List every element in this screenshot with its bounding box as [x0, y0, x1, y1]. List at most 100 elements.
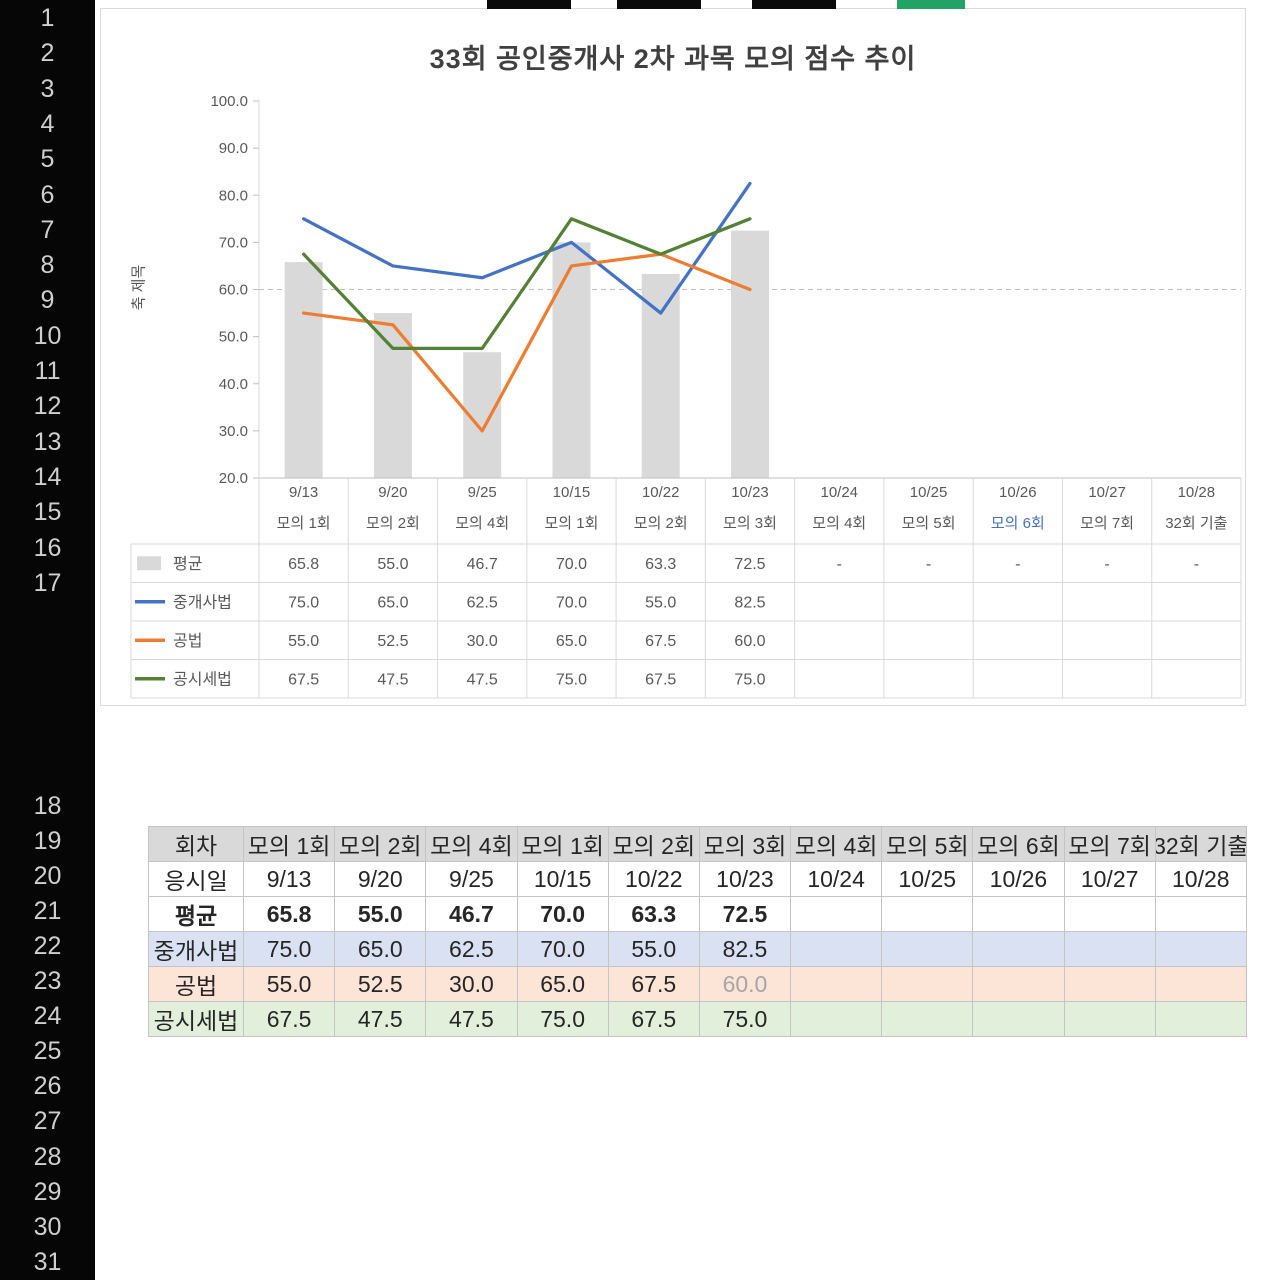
table-cell[interactable]: 평균	[149, 897, 244, 932]
row-number-cell[interactable]: 30	[33, 1212, 62, 1241]
table-cell[interactable]: 중개사법	[149, 932, 244, 967]
table-cell[interactable]: 47.5	[335, 1002, 427, 1037]
row-number-cell[interactable]: 18	[33, 791, 62, 820]
table-cell[interactable]	[1064, 1002, 1156, 1037]
table-cell[interactable]: 10/28	[1155, 862, 1247, 897]
row-number-cell[interactable]: 29	[33, 1177, 62, 1206]
table-cell[interactable]	[791, 967, 883, 1002]
table-cell[interactable]	[973, 897, 1065, 932]
table-cell[interactable]: 47.5	[426, 1002, 518, 1037]
table-cell[interactable]: 65.0	[335, 932, 427, 967]
row-number-cell[interactable]: 20	[33, 861, 62, 890]
table-cell[interactable]: 모의 4회	[791, 827, 883, 862]
row-number-cell[interactable]: 28	[33, 1142, 62, 1171]
table-cell[interactable]: 10/24	[791, 862, 883, 897]
table-cell[interactable]: 63.3	[608, 897, 700, 932]
table-cell[interactable]: 모의 2회	[335, 827, 427, 862]
table-cell[interactable]	[882, 932, 974, 967]
row-number-cell[interactable]: 19	[33, 826, 62, 855]
row-number-cell[interactable]: 14	[33, 462, 62, 491]
row-number-cell[interactable]: 25	[33, 1037, 62, 1066]
table-cell[interactable]: 55.0	[608, 932, 700, 967]
row-number-cell[interactable]: 3	[40, 74, 55, 103]
row-number-cell[interactable]: 2	[40, 39, 55, 68]
row-number-cell[interactable]: 10	[33, 321, 62, 350]
table-cell[interactable]: 공시세법	[149, 1002, 244, 1037]
table-cell[interactable]	[1155, 1002, 1247, 1037]
table-cell[interactable]	[882, 1002, 974, 1037]
table-cell[interactable]: 67.5	[608, 1002, 700, 1037]
table-cell[interactable]	[1064, 897, 1156, 932]
row-number-cell[interactable]: 1	[40, 4, 55, 32]
row-number-cell[interactable]: 4	[40, 109, 55, 138]
row-number-cell[interactable]: 24	[33, 1002, 62, 1031]
table-cell[interactable]: 10/25	[882, 862, 974, 897]
row-number-cell[interactable]: 16	[33, 533, 62, 562]
table-cell[interactable]: 75.0	[244, 932, 336, 967]
table-cell[interactable]: 10/26	[973, 862, 1065, 897]
table-cell[interactable]	[1064, 932, 1156, 967]
table-cell[interactable]: 9/25	[426, 862, 518, 897]
table-cell[interactable]: 10/22	[608, 862, 700, 897]
row-number-cell[interactable]: 5	[40, 145, 55, 174]
table-cell[interactable]: 모의 6회	[973, 827, 1065, 862]
table-cell[interactable]: 75.0	[517, 1002, 609, 1037]
row-number-cell[interactable]: 23	[33, 967, 62, 995]
table-cell[interactable]: 67.5	[244, 1002, 336, 1037]
table-cell[interactable]: 응시일	[149, 862, 244, 897]
table-cell[interactable]: 55.0	[244, 967, 336, 1002]
row-number-cell[interactable]: 17	[33, 568, 62, 597]
table-cell[interactable]	[791, 897, 883, 932]
table-cell[interactable]: 9/13	[244, 862, 336, 897]
table-cell[interactable]	[1155, 967, 1247, 1002]
table-cell[interactable]: 65.8	[244, 897, 336, 932]
table-cell[interactable]: 회차	[149, 827, 244, 862]
table-cell[interactable]: 모의 3회	[699, 827, 792, 862]
table-cell[interactable]: 60.0	[699, 967, 792, 1002]
table-cell[interactable]	[791, 1002, 883, 1037]
table-cell[interactable]: 모의 5회	[882, 827, 974, 862]
row-number-cell[interactable]: 11	[34, 357, 61, 385]
table-cell[interactable]: 82.5	[699, 932, 792, 967]
row-number-cell[interactable]: 9	[40, 286, 55, 315]
row-number-cell[interactable]: 8	[40, 251, 55, 280]
table-cell[interactable]: 70.0	[517, 897, 609, 932]
table-cell[interactable]: 10/23	[699, 862, 792, 897]
table-cell[interactable]: 모의 7회	[1064, 827, 1156, 862]
table-cell[interactable]	[882, 967, 974, 1002]
table-cell[interactable]: 62.5	[426, 932, 518, 967]
table-cell[interactable]: 9/20	[335, 862, 427, 897]
table-cell[interactable]: 모의 1회	[244, 827, 336, 862]
table-cell[interactable]: 55.0	[335, 897, 427, 932]
table-cell[interactable]: 65.0	[517, 967, 609, 1002]
row-number-cell[interactable]: 21	[33, 896, 62, 925]
table-cell[interactable]: 72.5	[699, 897, 792, 932]
row-number-cell[interactable]: 27	[33, 1107, 62, 1136]
table-cell[interactable]	[1155, 897, 1247, 932]
row-number-cell[interactable]: 22	[33, 931, 62, 960]
table-cell[interactable]	[1064, 967, 1156, 1002]
table-cell[interactable]: 67.5	[608, 967, 700, 1002]
table-cell[interactable]: 30.0	[426, 967, 518, 1002]
table-cell[interactable]: 공법	[149, 967, 244, 1002]
table-cell[interactable]: 10/27	[1064, 862, 1156, 897]
row-number-cell[interactable]: 31	[33, 1247, 62, 1276]
table-cell[interactable]: 70.0	[517, 932, 609, 967]
row-number-cell[interactable]: 13	[33, 427, 62, 456]
table-cell[interactable]	[1155, 932, 1247, 967]
table-cell[interactable]	[973, 1002, 1065, 1037]
row-number-cell[interactable]: 15	[33, 498, 62, 527]
table-cell[interactable]	[791, 932, 883, 967]
chart-object[interactable]: 20.0 30.0 40.0 50.0 60.0 70.0 80.0 90.0 100.0 9/1…	[100, 8, 1246, 706]
row-number-cell[interactable]: 6	[40, 180, 55, 209]
table-cell[interactable]: 모의 4회	[426, 827, 518, 862]
row-number-cell[interactable]: 12	[33, 392, 62, 421]
table-cell[interactable]: 10/15	[517, 862, 609, 897]
table-cell[interactable]	[973, 967, 1065, 1002]
table-cell[interactable]: 모의 1회	[517, 827, 609, 862]
table-cell[interactable]	[882, 897, 974, 932]
row-number-cell[interactable]: 7	[40, 215, 55, 244]
row-number-cell[interactable]: 26	[33, 1072, 62, 1101]
table-cell[interactable]: 32회 기출	[1155, 827, 1247, 862]
table-cell[interactable]: 52.5	[335, 967, 427, 1002]
